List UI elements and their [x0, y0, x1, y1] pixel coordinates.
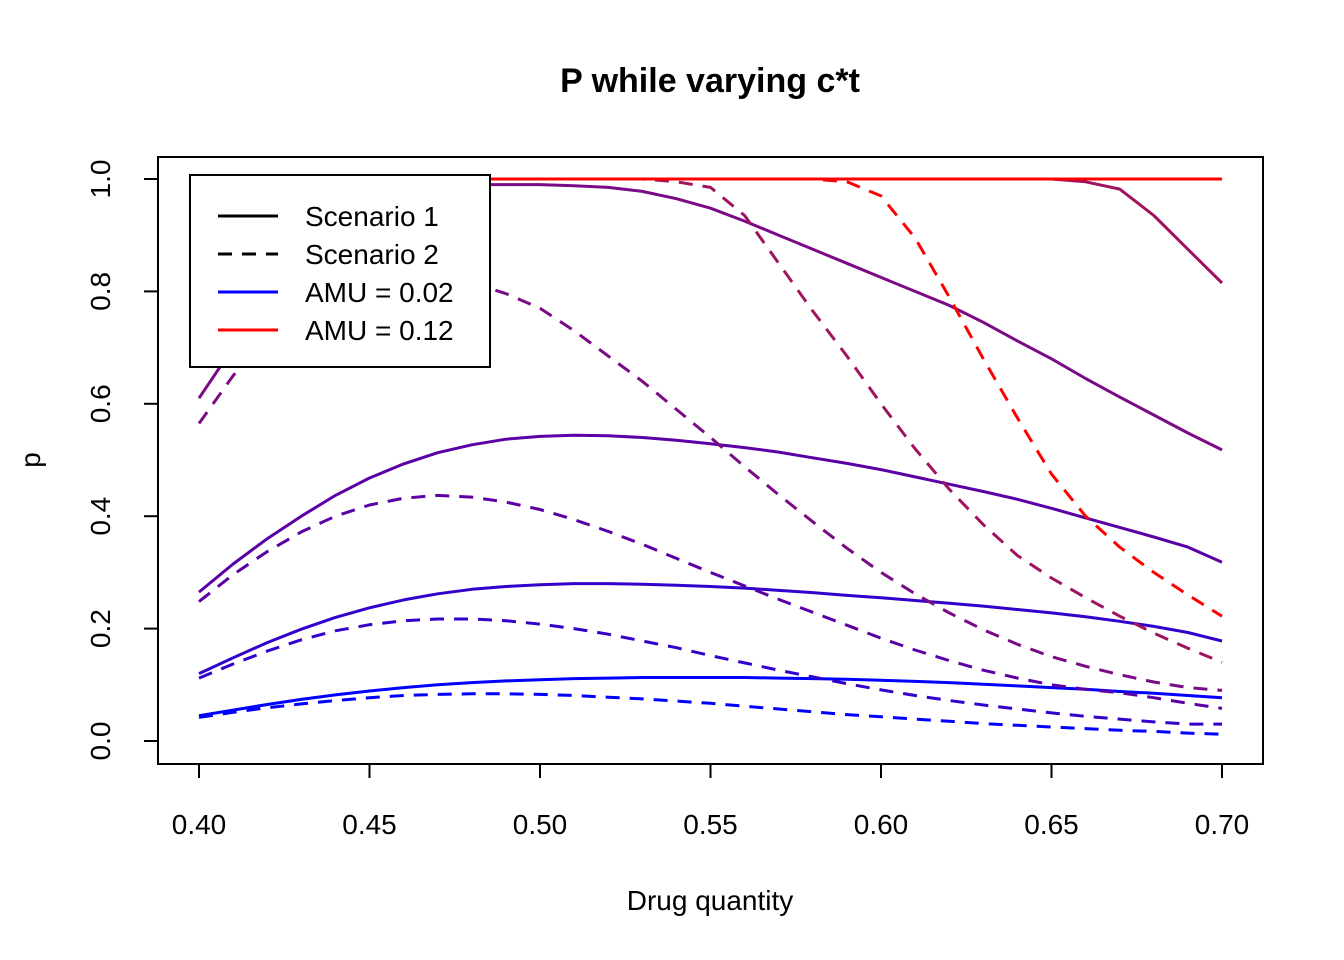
y-tick-label: 1.0: [85, 160, 116, 199]
legend-entry: AMU = 0.12: [218, 315, 454, 346]
legend-entry: Scenario 1: [218, 201, 439, 232]
legend-label: Scenario 1: [305, 201, 439, 232]
y-tick-label: 0.6: [85, 384, 116, 423]
x-tick-label: 0.70: [1195, 809, 1250, 840]
series-line-4: [198, 433, 1223, 594]
x-tick-label: 0.50: [513, 809, 568, 840]
series-line-5: [198, 493, 1223, 710]
y-tick-label: 0.4: [85, 497, 116, 536]
x-tick-label: 0.65: [1024, 809, 1079, 840]
series-line-2: [198, 582, 1223, 675]
legend-box: [189, 174, 491, 368]
y-axis-label: p: [15, 452, 46, 468]
y-tick-label: 0.0: [85, 722, 116, 761]
x-axis-label: Drug quantity: [627, 885, 794, 916]
y-tick-label: 0.2: [85, 609, 116, 648]
x-tick-label: 0.40: [172, 809, 227, 840]
legend-entry: Scenario 2: [218, 239, 439, 270]
x-tick-label: 0.60: [854, 809, 909, 840]
legend-label: AMU = 0.12: [305, 315, 454, 346]
series-line-1: [198, 692, 1223, 736]
y-axis: 0.0 0.2 0.4 0.6 0.8 1.0: [85, 160, 159, 761]
x-tick-label: 0.55: [683, 809, 738, 840]
series-line-3: [198, 617, 1222, 726]
series-line-0: [198, 676, 1223, 718]
legend-label: AMU = 0.02: [305, 277, 454, 308]
x-tick-label: 0.45: [342, 809, 397, 840]
y-tick-label: 0.8: [85, 272, 116, 311]
chart-title: P while varying c*t: [560, 62, 860, 100]
legend: Scenario 1 Scenario 2 AMU = 0.02 AMU = 0…: [189, 174, 491, 368]
x-axis: 0.40 0.45 0.50 0.55 0.60 0.65 0.70: [172, 763, 1250, 840]
legend-label: Scenario 2: [305, 239, 439, 270]
legend-entry: AMU = 0.02: [218, 277, 454, 308]
